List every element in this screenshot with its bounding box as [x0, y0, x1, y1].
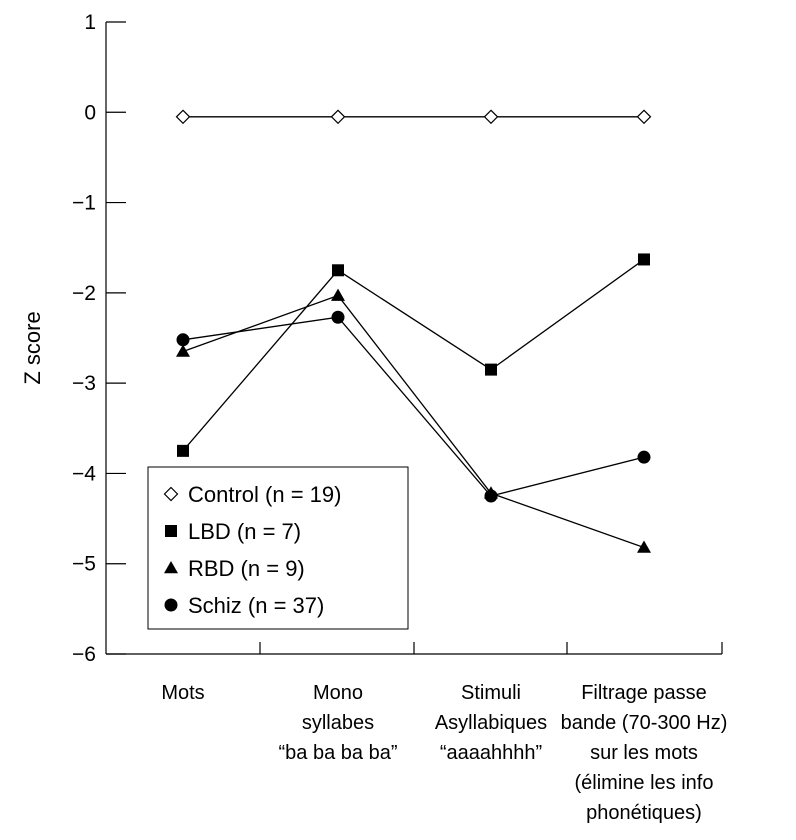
- series-2: [177, 253, 650, 457]
- y-tick-label: −6: [72, 643, 96, 666]
- x-category-line: bande (70-300 Hz): [561, 712, 728, 734]
- data-point: [177, 444, 189, 457]
- series-line: [182, 258, 645, 452]
- legend: Control (n = 19) LBD (n = 7) RBD (n = 9) Sc…: [147, 466, 409, 630]
- x-category-line: Asyllabiques: [435, 712, 547, 734]
- legend-marker: [164, 598, 178, 612]
- data-point: [176, 344, 190, 357]
- data-point: [332, 264, 344, 277]
- legend-marker: [164, 561, 178, 574]
- x-category-label: Filtrage passe bande (70-300 Hz) sur les m…: [561, 682, 728, 824]
- data-point: [636, 109, 652, 125]
- series-3: [176, 288, 651, 553]
- legend-entry-label: RBD (n = 9): [188, 556, 305, 581]
- data-point: [331, 288, 345, 301]
- y-ticks: 1 0 −1 −2 −3 −4 −5 −6: [72, 11, 126, 666]
- x-category-line: syllabes: [302, 712, 374, 734]
- legend-entry-label: LBD (n = 7): [188, 519, 301, 544]
- series-4: [176, 310, 651, 503]
- x-category-line: “ba ba ba ba”: [279, 742, 398, 764]
- series-line: [182, 316, 645, 497]
- data-point: [637, 540, 651, 553]
- data-point: [330, 109, 346, 125]
- data-point: [484, 489, 498, 503]
- legend-marker: [163, 486, 179, 502]
- data-point: [638, 253, 650, 266]
- data-point: [483, 109, 499, 125]
- series-group: [175, 109, 652, 553]
- x-category-line: Mots: [161, 682, 204, 704]
- y-tick-label: 0: [84, 101, 96, 124]
- y-tick-label: −4: [72, 462, 96, 485]
- y-tick-label: −2: [72, 282, 96, 305]
- x-category-line: (élimine les info: [575, 772, 714, 794]
- y-tick-label: −5: [72, 553, 96, 576]
- data-point: [637, 450, 651, 464]
- x-category-line: sur les mots: [590, 742, 698, 764]
- legend-entry-label: Control (n = 19): [188, 482, 341, 507]
- legend-marker: [165, 525, 177, 537]
- y-tick-label: −1: [72, 192, 96, 215]
- x-category-line: Filtrage passe: [581, 682, 707, 704]
- y-tick-label: 1: [84, 11, 96, 34]
- y-axis-label: Z score: [20, 311, 45, 384]
- series-line: [182, 294, 645, 549]
- data-point: [485, 363, 497, 376]
- legend-entry-label: Schiz (n = 37): [188, 593, 324, 618]
- x-category-label: Stimuli Asyllabiques “aaaahhhh”: [435, 682, 547, 764]
- x-category-label: Mots: [161, 682, 204, 704]
- data-point: [176, 333, 190, 347]
- series-1: [175, 109, 652, 125]
- data-point: [175, 109, 191, 125]
- x-category-label: Mono syllabes “ba ba ba ba”: [279, 682, 398, 764]
- x-category-labels: Mots Mono syllabes “ba ba ba ba” Stimuli Asyl…: [161, 682, 727, 824]
- x-category-line: Stimuli: [461, 682, 521, 704]
- y-tick-label: −3: [72, 372, 96, 395]
- data-point: [331, 310, 345, 324]
- legend-box: [147, 466, 409, 630]
- axes: [105, 22, 723, 655]
- x-category-line: Mono: [313, 682, 363, 704]
- x-category-line: “aaaahhhh”: [440, 742, 542, 764]
- x-category-line: phonétiques): [586, 802, 702, 824]
